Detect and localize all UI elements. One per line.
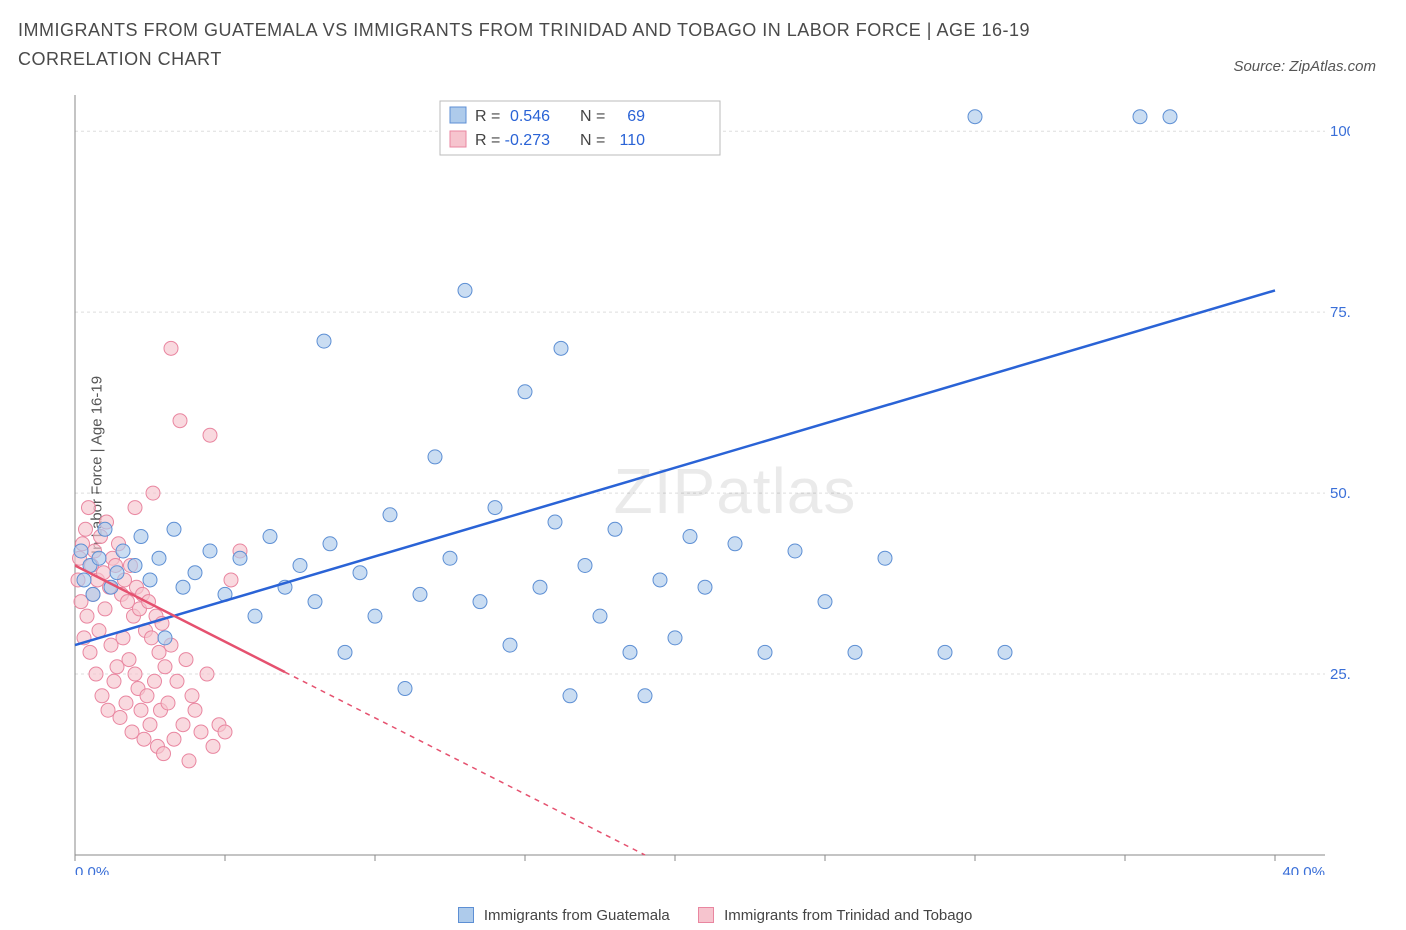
svg-text:-0.273: -0.273 bbox=[505, 132, 550, 149]
svg-text:N =: N = bbox=[580, 108, 605, 125]
x-axis-legend: Immigrants from Guatemala Immigrants fro… bbox=[0, 907, 1406, 924]
svg-text:40.0%: 40.0% bbox=[1282, 864, 1325, 875]
svg-text:0.0%: 0.0% bbox=[75, 864, 109, 875]
legend-swatch-trinidad bbox=[698, 907, 714, 923]
svg-text:50.0%: 50.0% bbox=[1330, 485, 1350, 502]
svg-text:N =: N = bbox=[580, 132, 605, 149]
svg-text:0.546: 0.546 bbox=[510, 108, 550, 125]
chart-svg: 25.0% 50.0% 75.0% 100.0% 0.0% 40.0% ZIPatlas R … bbox=[50, 95, 1350, 875]
legend-label-guatemala: Immigrants from Guatemala bbox=[484, 907, 670, 924]
svg-text:75.0%: 75.0% bbox=[1330, 304, 1350, 321]
svg-text:ZIPatlas: ZIPatlas bbox=[614, 455, 857, 527]
svg-text:25.0%: 25.0% bbox=[1330, 666, 1350, 683]
svg-text:110: 110 bbox=[619, 132, 645, 149]
scatter-chart: 25.0% 50.0% 75.0% 100.0% 0.0% 40.0% ZIPatlas R … bbox=[50, 95, 1350, 875]
svg-text:100.0%: 100.0% bbox=[1330, 123, 1350, 140]
chart-title: IMMIGRANTS FROM GUATEMALA VS IMMIGRANTS … bbox=[18, 16, 1106, 74]
svg-text:R =: R = bbox=[475, 108, 500, 125]
legend-swatch-guatemala bbox=[458, 907, 474, 923]
svg-text:R =: R = bbox=[475, 132, 500, 149]
legend-label-trinidad: Immigrants from Trinidad and Tobago bbox=[724, 907, 972, 924]
source-attribution: Source: ZipAtlas.com bbox=[1233, 58, 1376, 75]
svg-text:69: 69 bbox=[627, 108, 645, 125]
